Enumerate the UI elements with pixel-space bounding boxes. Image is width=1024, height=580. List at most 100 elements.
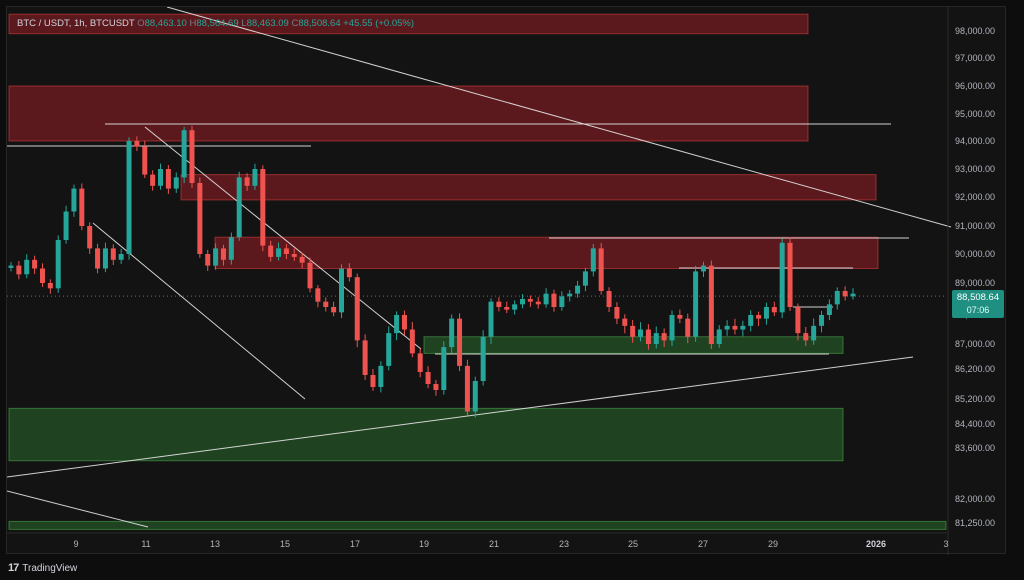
candle-body: [811, 325, 817, 341]
candle-body: [173, 177, 179, 189]
candle-body: [638, 329, 644, 337]
supply-zone-3: [214, 236, 879, 269]
candle-body: [102, 248, 108, 269]
time-tick-label: 19: [419, 539, 429, 549]
candle-body: [779, 242, 785, 313]
candle-body: [472, 381, 478, 412]
candle-body: [315, 288, 321, 302]
candle-body: [819, 315, 825, 326]
candle-body: [283, 248, 289, 254]
close-value: 88,508.64: [298, 18, 341, 29]
price-tick-label: 93,000.00: [955, 164, 995, 174]
candle-body: [708, 265, 714, 344]
candle-body: [457, 318, 463, 366]
price-tick-label: 90,000.00: [955, 249, 995, 259]
time-tick-label: 3: [943, 539, 948, 549]
candle-body: [126, 141, 132, 254]
candle-body: [63, 211, 69, 240]
price-tick-label: 87,000.00: [955, 339, 995, 349]
time-tick-label: 11: [141, 539, 150, 549]
low-value: 88,463.09: [246, 18, 289, 29]
candle-body: [425, 372, 431, 384]
symbol-legend: BTC / USDT, 1h, BTCUSDT O88,463.10 H 88,5…: [17, 18, 414, 34]
time-axis: 9 11 13 15 17 19 21 23 25 27 29 2026 3: [7, 532, 949, 549]
symbol-title[interactable]: BTC / USDT, 1h, BTCUSDT: [17, 18, 135, 29]
candle-body: [464, 365, 470, 412]
chart-canvas[interactable]: 98,000.00 97,000.00 96,000.00 95,000.00 94,0…: [7, 7, 1007, 555]
price-tick-label: 85,200.00: [955, 394, 995, 404]
candle-body: [213, 248, 219, 266]
candle-body: [630, 325, 636, 337]
time-tick-label: 27: [698, 539, 708, 549]
candle-body: [47, 283, 53, 289]
candle-body: [512, 304, 518, 310]
candle-body: [732, 325, 738, 330]
candle-body: [582, 271, 588, 286]
candle-body: [551, 293, 557, 307]
low-label: L: [241, 18, 247, 29]
time-tick-label: 21: [489, 539, 499, 549]
candle-body: [535, 301, 541, 305]
open-label: O: [137, 18, 145, 29]
candle-body: [724, 325, 730, 330]
open-value: 88,463.10: [144, 18, 187, 29]
supply-zone-2: [180, 174, 877, 201]
candle-body: [480, 336, 486, 381]
time-tick-label: 13: [210, 539, 220, 549]
price-tick-label: 96,000.00: [955, 81, 995, 91]
candle-body: [575, 285, 581, 294]
candle-body: [567, 293, 573, 297]
price-tick-label: 89,000.00: [955, 278, 995, 288]
candle-body: [158, 169, 164, 186]
candle-body: [79, 188, 85, 226]
price-tick-label: 92,000.00: [955, 192, 995, 202]
candle-body: [370, 375, 376, 387]
price-tick-label: 97,000.00: [955, 53, 995, 63]
candle-body: [339, 268, 345, 313]
candle-body: [32, 259, 38, 269]
demand-zone-6: [8, 520, 947, 530]
candle-body: [220, 248, 226, 260]
time-tick-label: 9: [73, 539, 78, 549]
candle-body: [244, 177, 250, 186]
candle-body: [519, 299, 525, 305]
candle-body: [378, 365, 384, 387]
candle-body: [504, 307, 510, 310]
candle-body: [299, 256, 305, 263]
candle-body: [189, 130, 195, 183]
candle-body: [700, 265, 706, 272]
close-label: C: [291, 18, 299, 29]
candle-body: [39, 268, 45, 283]
high-label: H: [189, 18, 197, 29]
candle-body: [803, 333, 809, 341]
price-tick-label: 81,250.00: [955, 518, 995, 528]
candle-body: [134, 141, 140, 147]
candle-body: [685, 318, 691, 337]
trendline-top-descending: [166, 7, 952, 228]
candle-body: [197, 183, 203, 254]
supply-zone-1: [8, 85, 809, 142]
candle-body: [394, 315, 400, 334]
candle-body: [527, 299, 533, 302]
candle-body: [677, 315, 683, 319]
candle-body: [205, 254, 211, 266]
candle-body: [362, 340, 368, 375]
candle-body: [763, 307, 769, 319]
candle-body: [87, 226, 93, 249]
price-tick-label: 84,400.00: [955, 419, 995, 429]
candle-body: [354, 277, 360, 341]
candle-body: [95, 248, 101, 269]
candle-body: [228, 237, 234, 260]
candle-body: [8, 265, 14, 268]
time-tick-label: 23: [559, 539, 569, 549]
candle-body: [716, 329, 722, 344]
candle-body: [590, 248, 596, 272]
candle-body: [110, 248, 116, 260]
last-price-badge: 88,508.64 07:06: [952, 290, 1004, 318]
candle-body: [150, 174, 156, 186]
candle-body: [842, 291, 848, 297]
candle-body: [323, 301, 329, 307]
footer-branding[interactable]: 17 TradingView: [8, 560, 77, 576]
chart-panel[interactable]: 98,000.00 97,000.00 96,000.00 95,000.00 94,0…: [6, 6, 1007, 555]
brand-name: TradingView: [22, 562, 78, 574]
